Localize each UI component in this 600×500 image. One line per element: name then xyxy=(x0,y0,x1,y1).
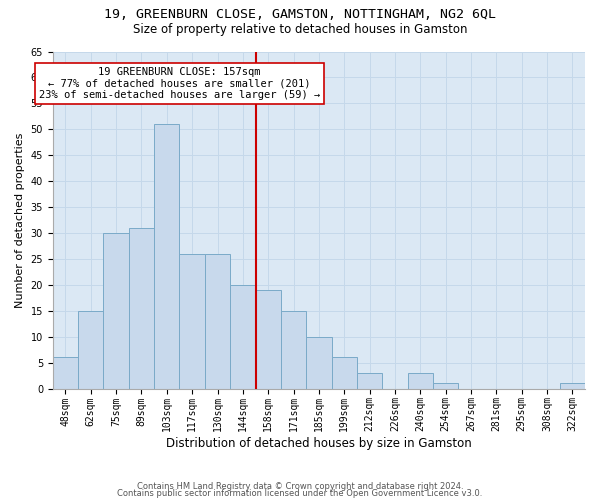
Bar xyxy=(281,311,306,388)
Bar xyxy=(332,358,357,388)
Text: 19, GREENBURN CLOSE, GAMSTON, NOTTINGHAM, NG2 6QL: 19, GREENBURN CLOSE, GAMSTON, NOTTINGHAM… xyxy=(104,8,496,20)
Text: Size of property relative to detached houses in Gamston: Size of property relative to detached ho… xyxy=(133,22,467,36)
Text: 19 GREENBURN CLOSE: 157sqm
← 77% of detached houses are smaller (201)
23% of sem: 19 GREENBURN CLOSE: 157sqm ← 77% of deta… xyxy=(39,67,320,100)
Bar xyxy=(407,373,433,388)
Bar xyxy=(129,228,154,388)
Y-axis label: Number of detached properties: Number of detached properties xyxy=(15,132,25,308)
Bar xyxy=(560,384,585,388)
Bar xyxy=(433,384,458,388)
Bar xyxy=(205,254,230,388)
Bar xyxy=(154,124,179,388)
Text: Contains HM Land Registry data © Crown copyright and database right 2024.: Contains HM Land Registry data © Crown c… xyxy=(137,482,463,491)
Bar xyxy=(103,233,129,388)
Text: Contains public sector information licensed under the Open Government Licence v3: Contains public sector information licen… xyxy=(118,490,482,498)
Bar xyxy=(357,373,382,388)
Bar xyxy=(78,311,103,388)
Bar xyxy=(306,336,332,388)
X-axis label: Distribution of detached houses by size in Gamston: Distribution of detached houses by size … xyxy=(166,437,472,450)
Bar xyxy=(230,285,256,389)
Bar xyxy=(256,290,281,388)
Bar xyxy=(179,254,205,388)
Bar xyxy=(53,358,78,388)
